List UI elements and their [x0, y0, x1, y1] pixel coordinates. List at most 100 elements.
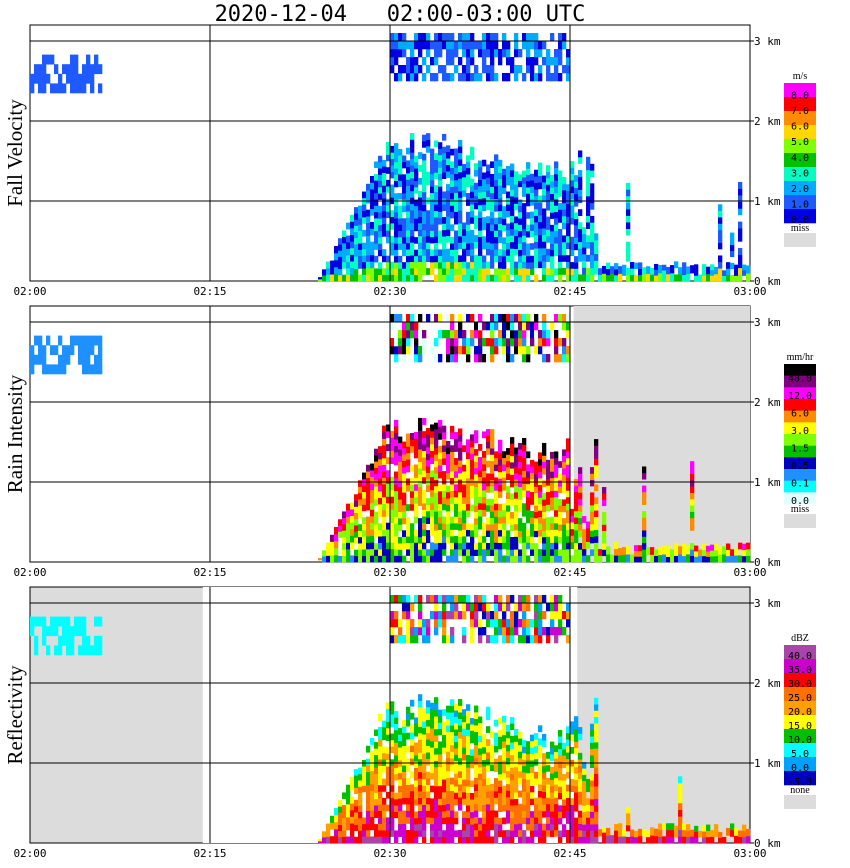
heatmap-cell	[454, 510, 459, 517]
heatmap-cell	[554, 496, 559, 504]
heatmap-cell	[382, 720, 387, 728]
heatmap-cell	[406, 73, 411, 82]
heatmap-cell	[514, 453, 519, 461]
heatmap-cell	[382, 274, 387, 282]
heatmap-cell	[522, 635, 527, 644]
heatmap-cell	[426, 595, 431, 604]
heatmap-cell	[570, 727, 575, 735]
heatmap-cell	[430, 772, 435, 780]
heatmap-cell	[482, 178, 487, 186]
heatmap-cell	[454, 255, 459, 263]
heatmap-cell	[526, 542, 531, 550]
colorbar-swatch	[784, 195, 816, 210]
heatmap-cell	[538, 182, 543, 190]
heatmap-cell	[382, 765, 387, 773]
heatmap-cell	[526, 509, 531, 517]
heatmap-cell	[570, 830, 575, 837]
heatmap-cell	[410, 65, 415, 74]
heatmap-cell	[626, 807, 631, 814]
heatmap-cell	[578, 241, 583, 249]
heatmap-cell	[526, 255, 531, 263]
heatmap-cell	[406, 261, 411, 269]
heatmap-cell	[534, 261, 539, 269]
heatmap-cell	[422, 41, 427, 50]
heatmap-cell	[490, 731, 495, 739]
heatmap-cell	[574, 193, 579, 201]
heatmap-cell	[402, 810, 407, 818]
heatmap-cell	[686, 836, 691, 844]
heatmap-cell	[550, 549, 555, 556]
heatmap-cell	[418, 530, 423, 538]
heatmap-cell	[618, 823, 623, 831]
heatmap-cell	[466, 268, 471, 276]
heatmap-cell	[554, 535, 559, 543]
heatmap-cell	[342, 243, 347, 250]
heatmap-cell	[394, 555, 399, 563]
heatmap-cell	[382, 445, 387, 452]
heatmap-cell	[526, 773, 531, 780]
heatmap-cell	[406, 236, 411, 244]
heatmap-cell	[462, 709, 467, 716]
heatmap-cell	[422, 450, 427, 458]
heatmap-cell	[654, 549, 659, 557]
heatmap-cell	[578, 209, 583, 217]
heatmap-cell	[366, 274, 371, 282]
heatmap-cell	[422, 268, 427, 275]
height-tick-label: 1 km	[754, 476, 781, 489]
heatmap-cell	[438, 452, 443, 460]
heatmap-cell	[562, 611, 567, 620]
heatmap-cell	[542, 830, 547, 837]
heatmap-cell	[382, 484, 387, 491]
heatmap-cell	[538, 803, 543, 811]
heatmap-cell	[406, 192, 411, 199]
heatmap-cell	[486, 726, 491, 733]
heatmap-cell	[566, 535, 571, 543]
heatmap-cell	[438, 314, 443, 323]
heatmap-cell	[598, 268, 603, 275]
heatmap-cell	[746, 549, 751, 556]
heatmap-cell	[42, 635, 47, 646]
heatmap-cell	[406, 765, 411, 772]
heatmap-cell	[518, 474, 523, 481]
heatmap-cell	[558, 461, 563, 468]
heatmap-cell	[346, 222, 351, 230]
heatmap-cell	[398, 268, 403, 276]
heatmap-cell	[458, 725, 463, 733]
heatmap-cell	[514, 49, 519, 58]
heatmap-cell	[390, 242, 395, 250]
heatmap-cell	[446, 203, 451, 211]
heatmap-cell	[582, 240, 587, 248]
heatmap-cell	[402, 555, 407, 563]
heatmap-cell	[502, 785, 507, 793]
heatmap-cell	[334, 808, 339, 816]
heatmap-cell	[502, 760, 507, 767]
heatmap-cell	[466, 735, 471, 743]
heatmap-cell	[398, 274, 403, 282]
heatmap-cell	[450, 611, 455, 620]
heatmap-cell	[450, 73, 455, 82]
heatmap-cell	[398, 230, 403, 238]
heatmap-cell	[34, 354, 39, 365]
heatmap-cell	[674, 831, 679, 838]
heatmap-cell	[598, 274, 603, 282]
heatmap-cell	[366, 523, 371, 530]
heatmap-cell	[498, 159, 503, 167]
heatmap-cell	[514, 766, 519, 774]
heatmap-cell	[446, 151, 451, 159]
heatmap-cell	[522, 753, 527, 760]
heatmap-cell	[374, 218, 379, 225]
heatmap-cell	[478, 255, 483, 263]
heatmap-cell	[534, 823, 539, 831]
heatmap-cell	[382, 185, 387, 193]
heatmap-cell	[454, 346, 459, 355]
heatmap-cell	[58, 73, 63, 84]
heatmap-cell	[438, 785, 443, 793]
heatmap-cell	[342, 836, 347, 844]
heatmap-cell	[446, 261, 451, 269]
heatmap-cell	[518, 449, 523, 456]
heatmap-cell	[370, 777, 375, 785]
heatmap-cell	[406, 223, 411, 231]
heatmap-cell	[550, 747, 555, 755]
heatmap-cell	[338, 256, 343, 263]
heatmap-cell	[534, 195, 539, 203]
